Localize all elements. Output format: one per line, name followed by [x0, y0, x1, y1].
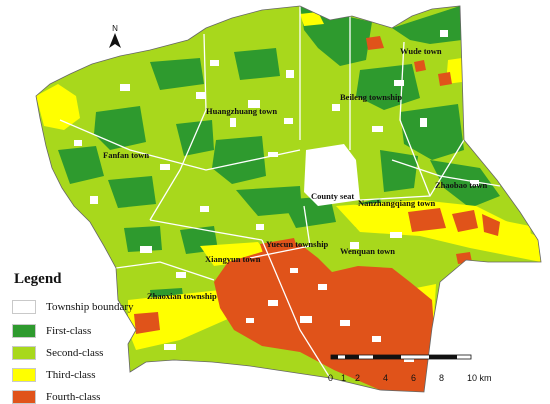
- scale-tick-0: 0: [328, 373, 333, 383]
- legend-swatch: [12, 324, 36, 338]
- label-huangzhuang-town: Huangzhuang town: [206, 106, 277, 116]
- legend-item-fourth-class: Fourth-class: [12, 390, 100, 404]
- legend-swatch: [12, 346, 36, 360]
- label-county-seat: County seat: [311, 191, 354, 201]
- legend-label: Township boundary: [46, 301, 134, 313]
- township-boundaries: [59, 6, 501, 379]
- legend-swatch: [12, 368, 36, 382]
- legend-label: Fourth-class: [46, 391, 101, 403]
- label-wenquan-town: Wenquan town: [340, 246, 395, 256]
- scale-bar: 0 1 2 4 6 8 10 km: [328, 354, 492, 383]
- legend-label: Third-class: [46, 369, 96, 381]
- first-class-areas: [58, 6, 500, 306]
- legend-title: Legend: [14, 271, 62, 287]
- label-beileng-township: Beileng township: [340, 92, 402, 102]
- north-label: N: [112, 24, 118, 33]
- legend-item-second-class: Second-class: [12, 346, 103, 360]
- label-wude-town: Wude town: [400, 46, 442, 56]
- legend-item-first-class: First-class: [12, 324, 91, 338]
- legend-label: Second-class: [46, 347, 104, 359]
- scale-tick-1: 1: [341, 373, 346, 383]
- scale-tick-8: 8: [439, 373, 444, 383]
- label-nanzhangqiang-town: Nanzhangqiang town: [358, 198, 436, 208]
- non-farmland-patches: [74, 30, 479, 362]
- label-yuecun-township: Yuecun township: [266, 239, 329, 249]
- north-arrow-icon: [109, 33, 121, 48]
- place-labels: Wude town Beileng township Huangzhuang t…: [103, 46, 487, 301]
- legend-label: First-class: [46, 325, 92, 337]
- label-zhaoxian-township: Zhaoxian township: [147, 291, 217, 301]
- label-zhaobao-town: Zhaobao town: [435, 180, 487, 190]
- label-fanfan-town: Fanfan town: [103, 150, 149, 160]
- scale-tick-4: 4: [383, 373, 388, 383]
- legend-item-township-boundary: Township boundary: [12, 300, 134, 314]
- legend-item-third-class: Third-class: [12, 368, 95, 382]
- scale-tick-10: 10 km: [467, 373, 492, 383]
- scale-tick-6: 6: [411, 373, 416, 383]
- legend-swatch: [12, 300, 36, 314]
- scale-tick-2: 2: [355, 373, 360, 383]
- north-arrow: N: [109, 24, 121, 48]
- label-xiangyun-town: Xiangyun town: [205, 254, 261, 264]
